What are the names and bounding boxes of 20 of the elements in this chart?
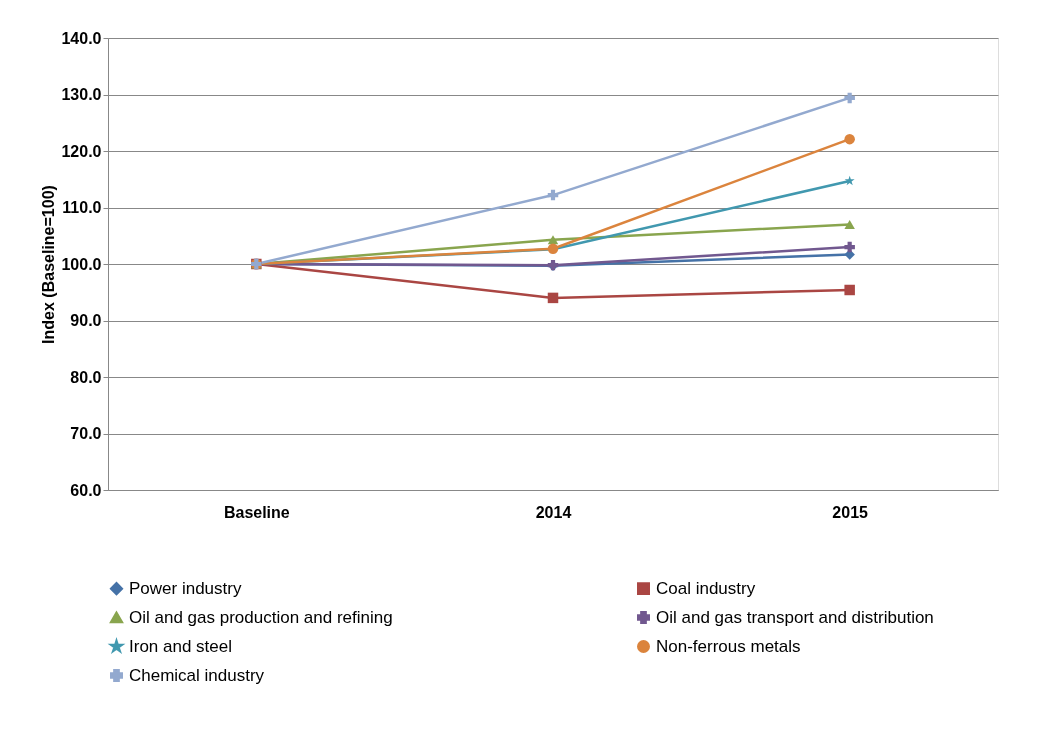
legend-label: Non-ferrous metals <box>656 636 801 656</box>
legend-label: Oil and gas transport and distribution <box>656 607 934 627</box>
legend-label: Iron and steel <box>129 636 233 656</box>
y-tick-label: 130.0 <box>61 86 102 103</box>
y-tick-label: 60.0 <box>70 481 102 499</box>
y-tick-label: 90.0 <box>70 312 102 329</box>
y-tick-label: 70.0 <box>70 425 102 442</box>
y-tick-label: 100.0 <box>61 255 102 273</box>
legend-label: Oil and gas production and refining <box>129 607 393 627</box>
legend-label: Power industry <box>129 578 242 598</box>
legend-label: Coal industry <box>656 578 756 598</box>
x-tick-label: 2015 <box>832 503 869 521</box>
y-tick-label: 120.0 <box>61 142 102 160</box>
x-tick-label: Baseline <box>223 503 290 521</box>
y-tick-label: 80.0 <box>70 368 102 386</box>
y-tick-label: 110.0 <box>62 199 102 216</box>
legend-label: Chemical industry <box>129 665 265 685</box>
x-tick-label: 2014 <box>535 503 572 521</box>
y-axis-title: Index (Baseline=100) <box>40 185 58 344</box>
y-tick-label: 140.0 <box>61 29 102 47</box>
